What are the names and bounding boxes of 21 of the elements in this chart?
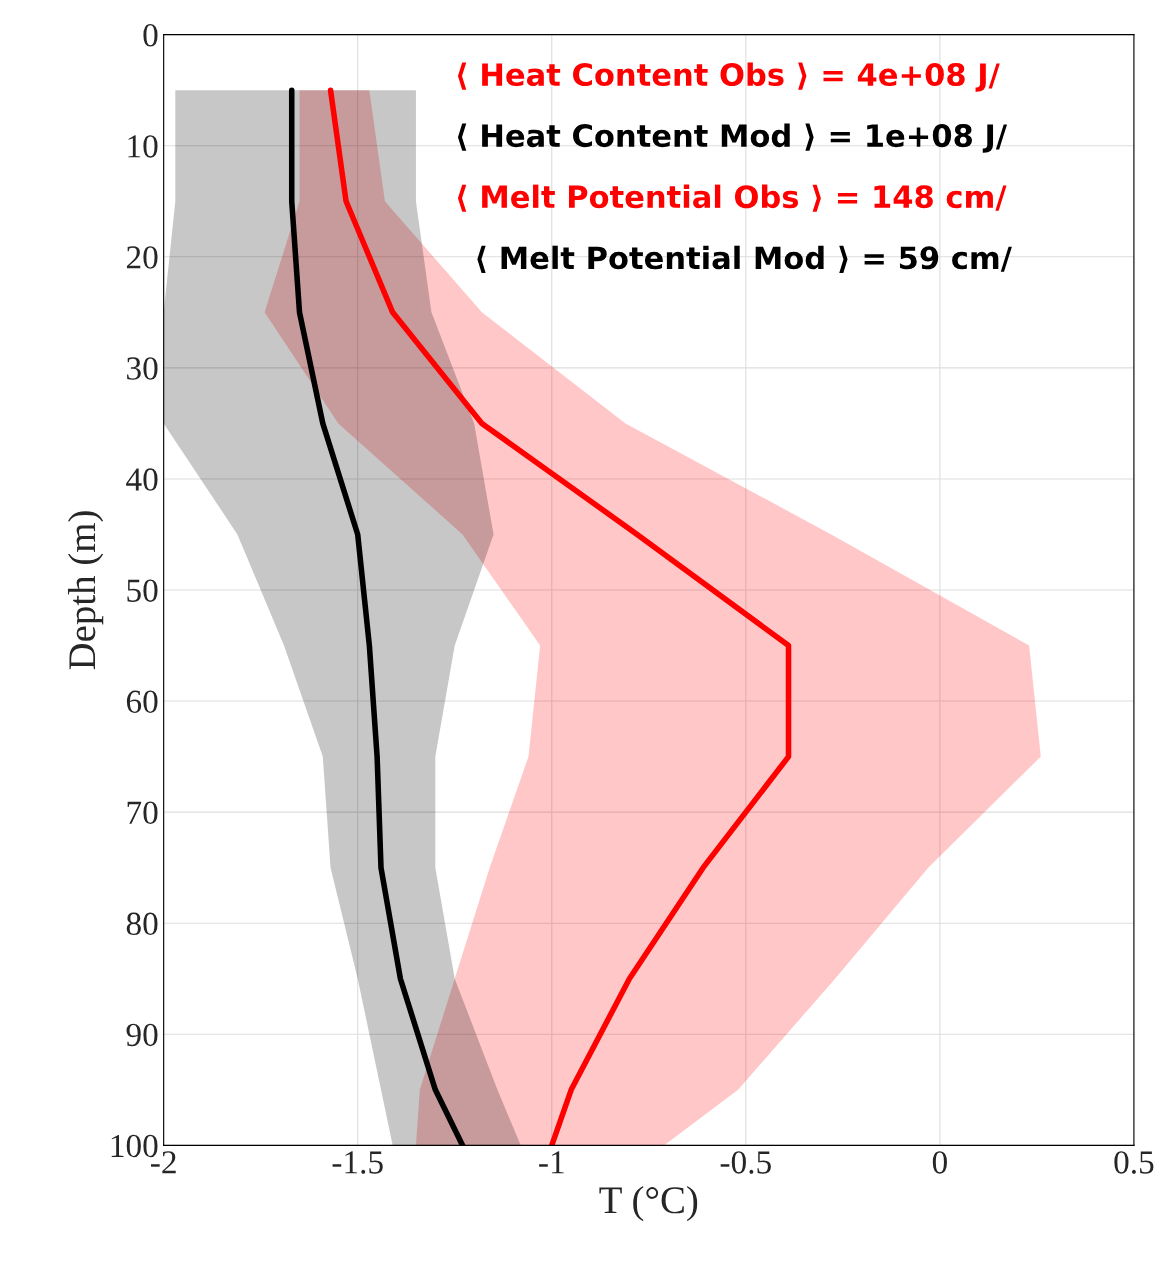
y-tick-label: 40 bbox=[126, 468, 158, 491]
y-tick-label: 20 bbox=[126, 246, 158, 269]
y-tick-label: 80 bbox=[126, 912, 158, 936]
x-tick-label: -1 bbox=[539, 1151, 564, 1174]
y-tick-label: 0 bbox=[143, 24, 158, 47]
y-tick-label: 70 bbox=[127, 801, 158, 825]
x-tick-label: 0.5 bbox=[1114, 1151, 1154, 1174]
x-tick-label: -0.5 bbox=[720, 1151, 771, 1174]
y-tick-label: 50 bbox=[127, 579, 158, 602]
annotation: ⟨ Heat Content Mod ⟩ = 1e+08 J/ bbox=[457, 123, 1008, 153]
y-tick-label: 60 bbox=[126, 690, 158, 713]
x-tick-label: -1.5 bbox=[332, 1151, 383, 1174]
y-tick-label: 30 bbox=[127, 357, 158, 380]
annotation: ⟨ Melt Potential Mod ⟩ = 59 cm/ bbox=[477, 245, 1012, 273]
y-tick-label: 90 bbox=[126, 1023, 158, 1047]
y-tick-label: 10 bbox=[128, 135, 158, 158]
annotation: ⟨ Heat Content Obs ⟩ = 4e+08 J/ bbox=[457, 62, 1000, 92]
y-axis-title: Depth (m) bbox=[67, 511, 104, 670]
x-tick-label: 0 bbox=[932, 1151, 947, 1174]
annotation: ⟨ Melt Potential Obs ⟩ = 148 cm/ bbox=[457, 184, 1007, 212]
x-axis-title: T (°C) bbox=[599, 1185, 698, 1222]
